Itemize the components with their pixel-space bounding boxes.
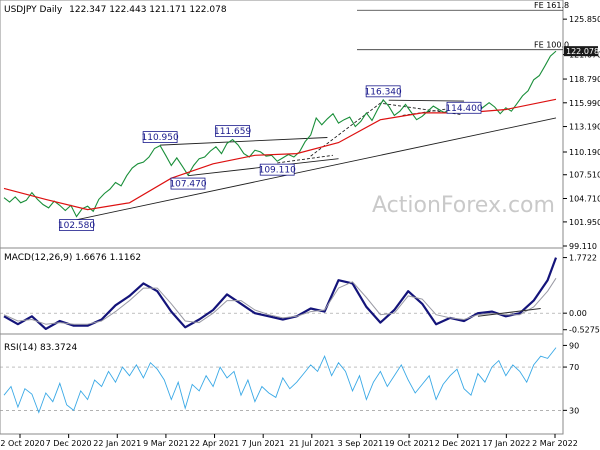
x-tick-label: 22 Jan 2021 <box>93 439 141 448</box>
price-ytick-label: 99.110 <box>569 242 597 251</box>
last-price-badge <box>564 46 598 57</box>
macd-series <box>0 257 563 330</box>
price-ytick-label: 104.710 <box>569 194 600 203</box>
price-ytick-label: 113.190 <box>569 123 600 132</box>
resistance-trend-line <box>160 137 328 146</box>
fibonacci-levels: FE 161.8 FE 100.0 <box>357 1 569 51</box>
annotation-box <box>142 131 178 143</box>
macd-y-axis: 1.7722 0.00 -0.5275 <box>563 254 600 335</box>
price-panel-title: USDJPY Daily 122.347 122.443 121.171 122… <box>4 5 227 15</box>
macd-legend: MACD(12,26,9) 1.6676 1.1162 <box>4 253 141 263</box>
x-axis: 22 Oct 2020 7 Dec 2020 22 Jan 2021 9 Mar 20… <box>0 434 578 448</box>
x-tick-label: 19 Oct 2021 <box>384 439 433 448</box>
signal-line <box>3 277 557 325</box>
price-ytick-label: 110.190 <box>569 148 600 157</box>
macd-panel: MACD(12,26,9) 1.6676 1.1162 1.7722 0.00 -0… <box>0 247 600 335</box>
price-annotations: 102.580 110.950 107.470 111.659 109.110 116.3… <box>58 85 483 231</box>
x-tick-label: 7 Jun 2021 <box>242 439 285 448</box>
annotation-label: 114.400 <box>445 104 482 114</box>
x-tick-label: 7 Dec 2020 <box>46 439 92 448</box>
annotation-box <box>59 219 94 231</box>
last-price-marker: 122.078 <box>564 46 599 57</box>
annotation-label: 110.950 <box>142 133 179 143</box>
watermark: ActionForex.com <box>372 193 555 218</box>
x-tick-label: 3 Sep 2021 <box>338 439 384 448</box>
rsi-legend: RSI(14) 83.3724 <box>4 343 77 353</box>
chart-title: USDJPY Daily <box>4 5 63 15</box>
x-tick-label: 22 Apr 2021 <box>190 439 239 448</box>
triangle-top-line <box>388 99 465 102</box>
price-ytick-label: 115.990 <box>569 99 600 108</box>
x-tick-label: 17 Jan 2022 <box>482 439 530 448</box>
x-tick-label: 2 Dec 2021 <box>435 439 481 448</box>
annotation-box <box>446 101 482 114</box>
macd-ytick-label: 0.00 <box>569 309 587 318</box>
trend-line <box>477 308 541 317</box>
rsi-y-axis: 90 70 30 <box>563 341 579 415</box>
rsi-line <box>3 347 557 414</box>
rsi-ytick-label: 90 <box>569 341 579 350</box>
annotation-box <box>170 177 206 190</box>
price-ytick-label: 118.790 <box>569 75 600 84</box>
last-price-label: 122.078 <box>566 47 599 56</box>
annotation-box <box>215 125 251 138</box>
annotation-label: 102.580 <box>58 221 95 231</box>
price-ytick-label: 101.950 <box>569 218 600 227</box>
annotation-label: 116.340 <box>365 87 402 97</box>
x-tick-label: 2 Mar 2022 <box>532 439 578 448</box>
fibonacci-label: FE 100.0 <box>534 41 569 50</box>
annotation-label: 109.110 <box>259 166 296 176</box>
annotation-label: 107.470 <box>169 180 206 190</box>
price-panel: USDJPY Daily 122.347 122.443 121.171 122… <box>0 0 600 251</box>
x-tick-label: 9 Mar 2021 <box>143 439 189 448</box>
x-tick-label: 21 Jul 2021 <box>289 439 334 448</box>
macd-ytick-label: 1.7722 <box>569 254 597 263</box>
rsi-panel: RSI(14) 83.3724 90 70 30 <box>0 333 579 435</box>
fibonacci-label: FE 161.8 <box>534 1 569 10</box>
price-ytick-label: 107.510 <box>569 171 600 180</box>
minor-trend-line <box>277 154 334 164</box>
x-tick-label: 22 Oct 2020 <box>0 439 45 448</box>
annotation-label: 111.659 <box>214 127 251 137</box>
ohlc-readout: 122.347 122.443 121.171 122.078 <box>69 5 227 15</box>
price-ytick-label: 125.850 <box>569 15 600 24</box>
macd-ytick-label: -0.5275 <box>569 326 600 335</box>
support-trend-line <box>76 117 557 221</box>
rsi-ytick-label: 30 <box>569 406 579 415</box>
annotation-box <box>365 85 401 98</box>
rsi-series <box>0 347 563 414</box>
rsi-ytick-label: 70 <box>569 363 579 372</box>
annotation-box <box>259 163 295 176</box>
